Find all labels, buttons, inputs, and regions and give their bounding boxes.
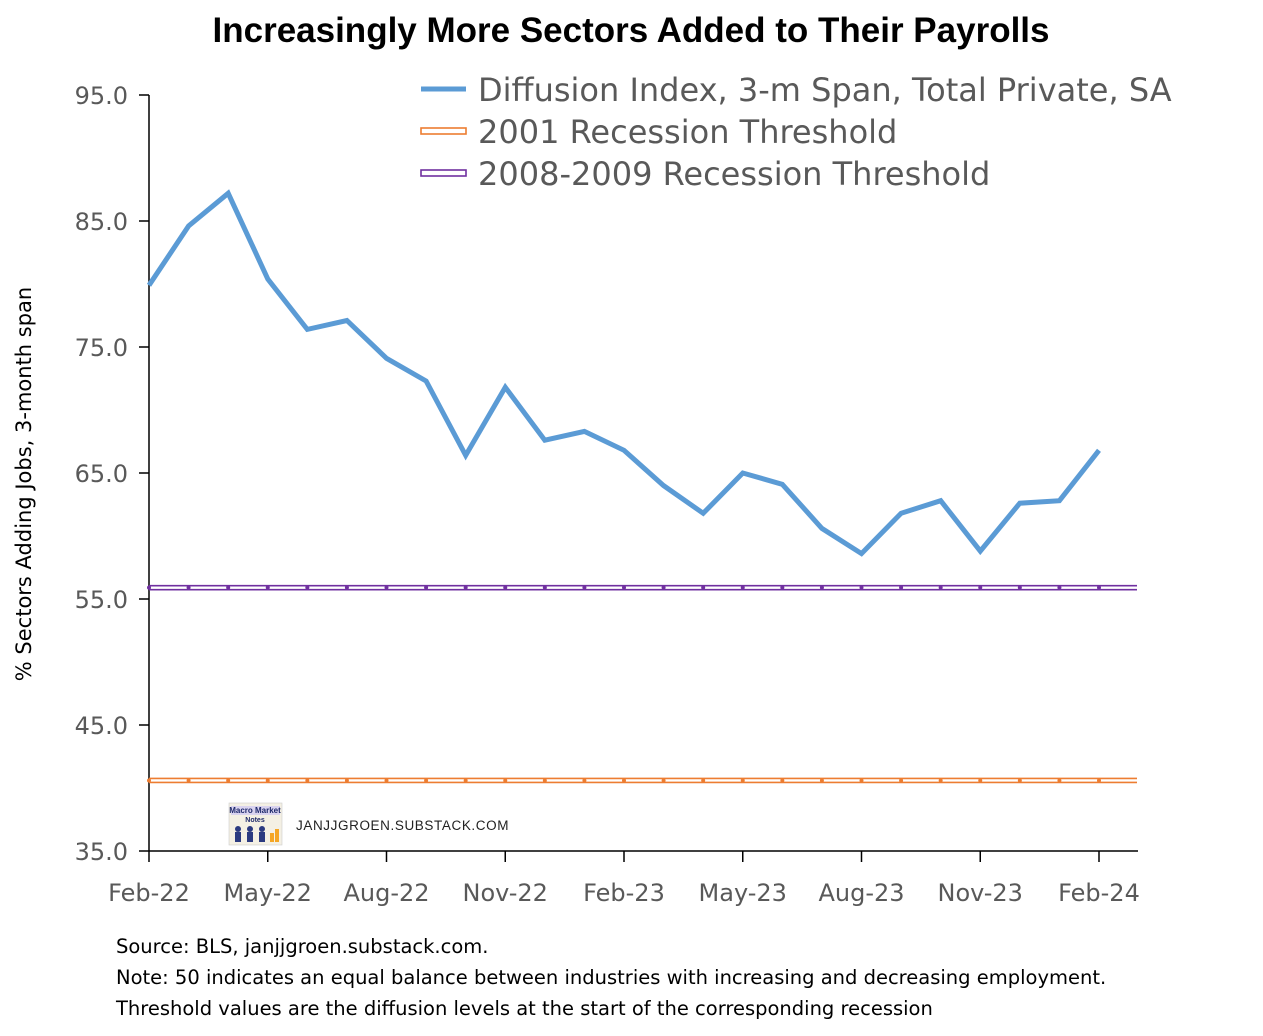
threshold-2001-point (661, 778, 666, 783)
legend-swatch-2008-2009 (420, 169, 467, 177)
x-tick-label: Feb-24 (1058, 879, 1140, 907)
threshold-2001-point (819, 778, 824, 783)
threshold-2001-point (463, 778, 468, 783)
diffusion-index-line (146, 189, 1101, 557)
threshold-2001-point (938, 778, 943, 783)
threshold-2008-2009-point (305, 585, 310, 590)
y-tick-label: 55.0 (75, 586, 128, 614)
threshold-2001-point (622, 778, 626, 783)
threshold-2001-point (780, 778, 785, 783)
threshold-2001-point (859, 778, 864, 783)
legend-label: Diffusion Index, 3-m Span, Total Private… (478, 71, 1172, 109)
threshold-2008-2009-point (859, 585, 864, 590)
threshold-2001-point (740, 778, 745, 783)
threshold-2008-2009-point (780, 585, 785, 590)
chart-title: Increasingly More Sectors Added to Their… (213, 11, 1050, 50)
x-tick-label: May-23 (699, 879, 787, 907)
threshold-2001-point (1097, 778, 1101, 783)
threshold-2001-point (186, 778, 191, 783)
threshold-2008-2009-point (147, 585, 151, 590)
legend-swatch-2001 (420, 127, 467, 135)
threshold-2001-point (226, 778, 231, 783)
threshold-2008-2009-point (503, 585, 508, 590)
threshold-2008-2009-point (384, 585, 389, 590)
x-tick-label: Nov-22 (463, 879, 548, 907)
watermark: Macro Market Notes JANJJGROEN.SUBSTACK.C… (228, 802, 509, 846)
threshold-2001-point (344, 778, 349, 783)
plot-area: 35.0 45.0 55.0 65.0 75.0 85.0 95.0 Feb-22 May-22… (75, 82, 1140, 907)
svg-text:Macro Market: Macro Market (229, 806, 281, 815)
threshold-2008-2009-point (899, 585, 904, 590)
threshold-2001-point (542, 778, 547, 783)
legend-label: 2008-2009 Recession Threshold (478, 155, 990, 193)
threshold-2001-point (384, 778, 389, 783)
source-note: Source: BLS, janjjgroen.substack.com. (116, 935, 488, 958)
threshold-2001-point (1057, 778, 1062, 783)
legend: Diffusion Index, 3-m Span, Total Private… (420, 71, 1172, 193)
threshold-2008-2009-point (701, 585, 706, 590)
x-tick-label: Aug-23 (818, 879, 904, 907)
x-tick-label: Aug-22 (343, 879, 429, 907)
threshold-2008-2009-point (424, 585, 429, 590)
threshold-2008-2009-point (938, 585, 943, 590)
threshold-2008-2009-point (463, 585, 468, 590)
threshold-2001-point (503, 778, 508, 783)
threshold-2001-point (424, 778, 429, 783)
x-tick-label: Feb-22 (108, 879, 190, 907)
y-tick-label: 85.0 (75, 208, 128, 236)
threshold-note: Threshold values are the diffusion level… (115, 997, 933, 1020)
x-tick-label: Nov-23 (938, 879, 1023, 907)
y-tick-label: 75.0 (75, 334, 128, 362)
threshold-2001-point (582, 778, 587, 783)
threshold-2001-point (899, 778, 904, 783)
x-tick-label: May-22 (224, 879, 312, 907)
watermark-site-text: JANJJGROEN.SUBSTACK.COM (296, 818, 509, 833)
threshold-2008-2009-point (265, 585, 270, 590)
macro-market-notes-logo: Macro Market Notes (228, 802, 283, 846)
threshold-2001-point (978, 778, 983, 783)
explanation-note: Note: 50 indicates an equal balance betw… (116, 966, 1106, 989)
legend-label: 2001 Recession Threshold (478, 113, 897, 151)
y-tick-label: 45.0 (75, 712, 128, 740)
threshold-2008-2009-point (186, 585, 191, 590)
y-tick-label: 65.0 (75, 460, 128, 488)
threshold-2008-2009-point (1097, 585, 1101, 590)
x-tick-label: Feb-23 (583, 879, 665, 907)
threshold-2008-2009-point (344, 585, 349, 590)
threshold-2001-point (1017, 778, 1022, 783)
threshold-2008-2009-point (740, 585, 745, 590)
threshold-2008-2009-point (661, 585, 666, 590)
threshold-2008-2009-point (978, 585, 983, 590)
y-tick-label: 35.0 (75, 838, 128, 866)
threshold-2008-2009-point (582, 585, 587, 590)
threshold-2001-point (147, 778, 151, 783)
threshold-2008-2009-point (819, 585, 824, 590)
threshold-2008-2009-point (542, 585, 547, 590)
threshold-2001-point (701, 778, 706, 783)
threshold-2008-2009-point (1057, 585, 1062, 590)
threshold-2001-point (265, 778, 270, 783)
y-tick-label: 95.0 (75, 82, 128, 110)
y-axis-label: % Sectors Adding Jobs, 3-month span (12, 287, 36, 681)
svg-text:Notes: Notes (245, 817, 265, 824)
threshold-2008-2009-point (226, 585, 231, 590)
threshold-2008-2009-point (1017, 585, 1022, 590)
threshold-2001-point (305, 778, 310, 783)
threshold-2008-2009-point (622, 585, 626, 590)
